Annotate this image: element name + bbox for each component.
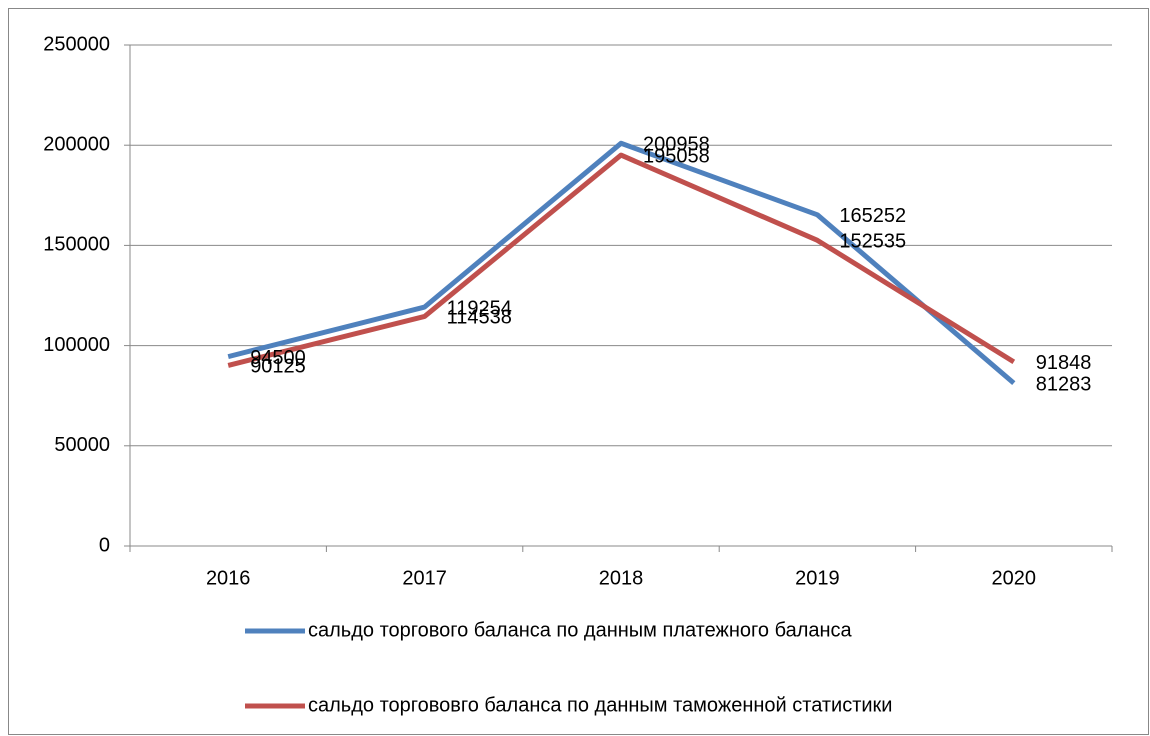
legend-label: сальдо торгового баланса по данным плате… bbox=[308, 619, 853, 641]
y-tick-label: 200000 bbox=[43, 133, 110, 155]
data-label: 119254 bbox=[447, 297, 512, 319]
series-line bbox=[227, 152, 1016, 368]
x-tick-label: 2018 bbox=[599, 567, 644, 589]
data-label: 165252 bbox=[839, 205, 906, 227]
y-tick-label: 100000 bbox=[43, 334, 110, 356]
x-tick-label: 2020 bbox=[992, 567, 1037, 589]
y-tick-label: 150000 bbox=[43, 234, 110, 256]
data-label: 91848 bbox=[1036, 352, 1092, 374]
legend-label: сальдо торгововго баланса по данным тамо… bbox=[308, 694, 892, 716]
data-label: 152535 bbox=[839, 231, 906, 253]
data-label: 90125 bbox=[250, 356, 306, 378]
x-tick-label: 2017 bbox=[402, 567, 447, 589]
data-label: 94500 bbox=[250, 347, 306, 369]
data-label: 114538 bbox=[447, 307, 512, 329]
data-label: 200958 bbox=[643, 134, 710, 156]
data-label: 195058 bbox=[643, 145, 710, 167]
x-tick-label: 2019 bbox=[795, 567, 840, 589]
y-tick-label: 250000 bbox=[43, 33, 110, 55]
x-tick-label: 2016 bbox=[206, 567, 251, 589]
series-line bbox=[227, 140, 1016, 386]
data-label: 81283 bbox=[1036, 373, 1092, 395]
y-tick-label: 50000 bbox=[54, 434, 110, 456]
y-tick-label: 0 bbox=[99, 534, 110, 556]
chart-border bbox=[8, 8, 1149, 735]
